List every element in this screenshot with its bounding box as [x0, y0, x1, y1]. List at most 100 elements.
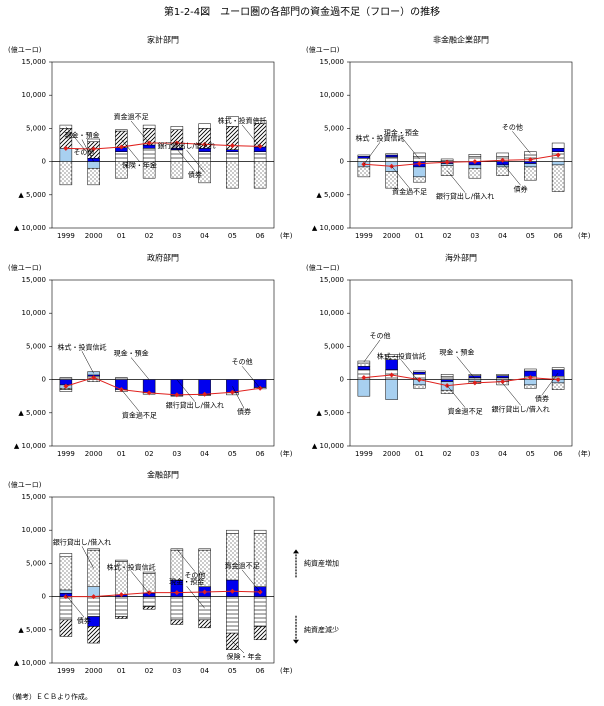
- bar-segment: [253, 123, 267, 148]
- figure-title: 第1-2-4図 ユーロ圏の各部門の資金過不足（フロー）の推移: [164, 5, 440, 18]
- bar-segment: [170, 161, 184, 179]
- bar-segment: [357, 156, 371, 159]
- net-marker: [91, 375, 97, 381]
- net-marker: [202, 141, 208, 147]
- series-label: その他: [232, 357, 253, 366]
- y-tick-label: 10,000: [320, 91, 345, 99]
- y-tick-label: 10,000: [22, 91, 47, 99]
- callout-leader: [121, 139, 140, 162]
- y-tick-label: 15,000: [22, 493, 47, 501]
- callout-leader: [176, 379, 196, 402]
- bar-segment: [385, 156, 398, 162]
- net-marker: [174, 392, 180, 398]
- x-tick-label: 05: [526, 232, 535, 240]
- plot-frame: [349, 61, 573, 229]
- callout-leader: [241, 569, 261, 593]
- y-tick-label: 10,000: [22, 526, 47, 534]
- y-unit: (億ユーロ): [306, 45, 340, 54]
- x-tick-label: 1999: [355, 232, 373, 240]
- bar-segment: [59, 619, 73, 637]
- bar-segment: [551, 382, 565, 390]
- net-line: [65, 142, 261, 150]
- bar-segment: [413, 152, 426, 157]
- side-arrow-head: [293, 639, 299, 644]
- series-label: 現金・預金: [384, 128, 419, 137]
- bar-segment: [226, 149, 239, 152]
- x-tick-label: 03: [172, 232, 181, 240]
- callout-leader: [232, 386, 245, 409]
- series-label: 株式・投資信託: [218, 116, 267, 125]
- y-tick-label: 5,000: [26, 124, 46, 132]
- net-marker: [174, 140, 180, 146]
- net-marker: [527, 157, 533, 163]
- series-label: 保険・年金: [122, 160, 157, 169]
- panel-title: 家計部門: [147, 35, 179, 45]
- y-tick-label: 5,000: [324, 124, 344, 132]
- bar-segment: [524, 379, 537, 386]
- bar-segment: [524, 368, 537, 372]
- callout-leader: [176, 148, 196, 172]
- callout-leader: [391, 166, 410, 189]
- bar-segment: [59, 589, 73, 594]
- bar-segment: [115, 151, 128, 162]
- callout-leader: [186, 150, 205, 173]
- series-label: 資金過不足: [122, 411, 157, 420]
- x-tick-label: 05: [228, 232, 237, 240]
- y-tick-label: 0: [340, 158, 344, 166]
- net-marker: [63, 383, 69, 389]
- panel-title: 海外部門: [445, 253, 477, 263]
- net-marker: [118, 144, 124, 150]
- bar-segment: [385, 153, 398, 156]
- callout-leader: [363, 339, 381, 363]
- x-tick-label: 03: [172, 450, 181, 458]
- bar-segment: [440, 389, 454, 394]
- net-marker: [472, 380, 478, 386]
- x-tick-label: 05: [228, 450, 237, 458]
- x-tick-label: 06: [256, 450, 265, 458]
- bar-segment: [551, 367, 565, 370]
- y-tick-label: ▲ 5,000: [316, 191, 344, 199]
- plot-frame: [51, 496, 275, 664]
- y-tick-label: 0: [42, 593, 46, 601]
- series-label: 資金過不足: [225, 561, 260, 570]
- x-tick-label: 03: [172, 667, 181, 675]
- series-label: 債券: [535, 394, 549, 403]
- panel-title: 政府部門: [147, 253, 179, 263]
- bar-segment: [87, 548, 100, 551]
- y-tick-label: 15,000: [320, 276, 345, 284]
- y-tick-label: 15,000: [22, 276, 47, 284]
- callout-leader: [121, 389, 140, 412]
- bar-segment: [496, 164, 509, 168]
- bar-segment: [87, 626, 100, 644]
- x-unit: (年): [280, 666, 293, 675]
- x-tick-label: 1999: [57, 450, 75, 458]
- y-tick-label: ▲ 10,000: [14, 224, 46, 232]
- x-tick-label: 2000: [85, 667, 103, 675]
- bar-segment: [468, 167, 482, 179]
- bar-segment: [468, 164, 482, 169]
- net-marker: [118, 592, 124, 598]
- net-marker: [229, 143, 235, 149]
- callout-leader: [502, 383, 521, 406]
- callout-leader: [363, 142, 381, 165]
- bar-segment: [142, 571, 156, 574]
- bar-segment: [115, 161, 128, 179]
- plot-frame: [51, 279, 275, 447]
- net-marker: [202, 589, 208, 595]
- y-tick-label: ▲ 10,000: [14, 659, 46, 667]
- x-tick-label: 2000: [85, 232, 103, 240]
- bar-segment: [253, 151, 267, 162]
- series-label: 現金・預金: [114, 349, 149, 358]
- bar-segment: [142, 148, 156, 162]
- y-tick-label: 0: [42, 376, 46, 384]
- bar-segment: [253, 596, 267, 627]
- bar-segment: [413, 176, 426, 183]
- bar-segment: [524, 163, 537, 168]
- bar-segment: [142, 124, 156, 129]
- series-label: 資金過不足: [448, 407, 483, 416]
- series-label: 現金・預金: [65, 131, 100, 140]
- series-label: 株式・投資信託: [356, 133, 405, 142]
- series-label: 資金過不足: [114, 112, 149, 121]
- bar-segment: [142, 596, 156, 607]
- callout-leader: [232, 641, 245, 654]
